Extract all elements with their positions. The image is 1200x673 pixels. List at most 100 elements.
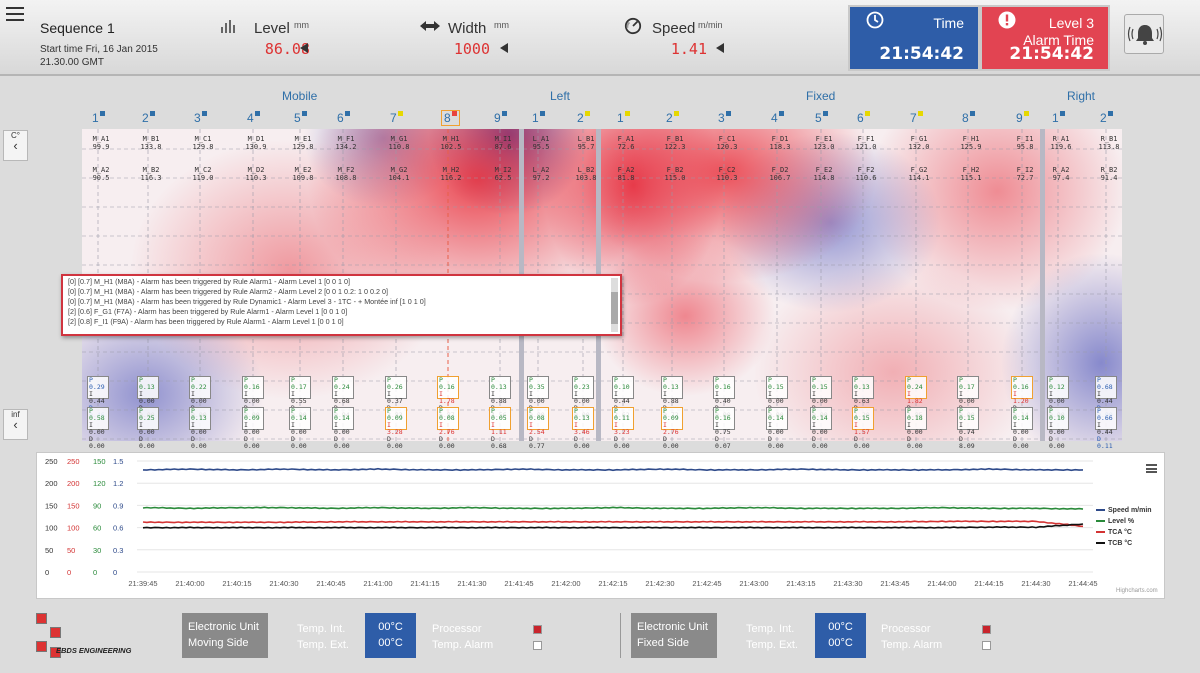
sensor-reading[interactable]: F_H1 125.9 [956, 135, 986, 151]
sensor-reading[interactable]: M_H2 116.2 [436, 166, 466, 182]
legend-item[interactable]: Level % [1096, 516, 1152, 527]
sensor-reading[interactable]: M_I2 62.5 [488, 166, 518, 182]
pid-cell[interactable]: P 0.15 I 0.74 D 8.09 [957, 407, 979, 450]
pid-cell[interactable]: P 0.14 I 0.00 D 0.00 [332, 407, 354, 450]
sensor-reading[interactable]: M_D2 110.3 [241, 166, 271, 182]
sensor-reading[interactable]: M_D1 130.9 [241, 135, 271, 151]
sensor-reading[interactable]: F_H2 115.1 [956, 166, 986, 182]
pid-cell[interactable]: P 0.16I 0.40D 0.00 [713, 376, 735, 419]
pid-cell[interactable]: P 0.13 I 3.46 D 0.00 [572, 407, 594, 450]
column-label[interactable]: 6 [857, 111, 870, 125]
sensor-reading[interactable]: R_A1 119.6 [1046, 135, 1076, 151]
sensor-reading[interactable]: F_G1 132.0 [904, 135, 934, 151]
pid-cell[interactable]: P 0.11 I 3.23 D 0.00 [612, 407, 634, 450]
pid-cell[interactable]: P 0.05 I 1.11 D 0.68 [489, 407, 511, 450]
hamburger-menu-icon[interactable] [6, 7, 24, 21]
column-label[interactable]: 4 [771, 111, 784, 125]
log-entry[interactable]: [2] [0.8] F_I1 (F9A) - Alarm has been tr… [68, 317, 344, 326]
sensor-reading[interactable]: M_F2 108.8 [331, 166, 361, 182]
pid-cell[interactable]: P 0.35I 0.00D 0.00 [527, 376, 549, 419]
sensor-reading[interactable]: F_C2 110.3 [712, 166, 742, 182]
sensor-reading[interactable]: F_D2 106.7 [765, 166, 795, 182]
column-label[interactable]: 3 [194, 111, 207, 125]
sensor-reading[interactable]: F_B2 115.0 [660, 166, 690, 182]
log-entry[interactable]: [2] [0.6] F_G1 (F7A) - Alarm has been tr… [68, 307, 348, 316]
log-entry[interactable]: [0] [0.7] M_H1 (M8A) - Alarm has been tr… [68, 297, 426, 306]
column-label[interactable]: 7 [390, 111, 403, 125]
sensor-reading[interactable]: F_F2 110.6 [851, 166, 881, 182]
sensor-reading[interactable]: F_D1 118.3 [765, 135, 795, 151]
sensor-reading[interactable]: R_B1 113.8 [1094, 135, 1124, 151]
column-label[interactable]: 2 [577, 111, 590, 125]
column-label[interactable]: 9 [494, 111, 507, 125]
alarm-bell-button[interactable] [1124, 14, 1164, 54]
chart-menu-icon[interactable] [1146, 464, 1157, 473]
sensor-reading[interactable]: M_C2 119.0 [188, 166, 218, 182]
sensor-reading[interactable]: M_G2 104.1 [384, 166, 414, 182]
column-label[interactable]: 8 [962, 111, 975, 125]
sensor-reading[interactable]: M_E1 129.8 [288, 135, 318, 151]
temperature-scale-button[interactable]: C° ‹ [3, 130, 28, 161]
sensor-reading[interactable]: M_G1 110.8 [384, 135, 414, 151]
column-label[interactable]: 2 [1100, 111, 1113, 125]
pid-cell[interactable]: P 0.29I 0.44D 0.46 [87, 376, 109, 419]
sensor-reading[interactable]: M_F1 134.2 [331, 135, 361, 151]
legend-item[interactable]: TCA °C [1096, 527, 1152, 538]
sensor-reading[interactable]: F_E2 114.8 [809, 166, 839, 182]
pid-cell[interactable]: P 0.14 I 0.00 D 0.00 [289, 407, 311, 450]
legend-item[interactable]: Speed m/min [1096, 505, 1152, 516]
pid-cell[interactable]: P 0.18 I 0.00 D 0.00 [905, 407, 927, 450]
pid-cell[interactable]: P 0.26I 0.37D 3.83 [385, 376, 407, 419]
column-label[interactable]: 5 [294, 111, 307, 125]
pid-cell[interactable]: P 0.13I 0.63D 1.20 [852, 376, 874, 419]
pid-cell[interactable]: P 0.25 I 0.00 D 0.00 [137, 407, 159, 450]
pid-cell[interactable]: P 0.15 I 1.57 D 0.00 [852, 407, 874, 450]
pid-cell[interactable]: P 0.24I 0.68D 0.94 [332, 376, 354, 419]
sensor-reading[interactable]: F_A2 81.8 [611, 166, 641, 182]
sensor-reading[interactable]: R_A2 97.4 [1046, 166, 1076, 182]
pid-cell[interactable]: P 0.08 I 2.54 D 0.77 [527, 407, 549, 450]
pid-cell[interactable]: P 0.58 I 0.00 D 0.00 [87, 407, 109, 450]
sensor-reading[interactable]: M_E2 109.8 [288, 166, 318, 182]
sensor-reading[interactable]: R_B2 91.4 [1094, 166, 1124, 182]
log-entry[interactable]: [0] [0.7] M_H1 (M8A) - Alarm has been tr… [68, 277, 351, 286]
column-label[interactable]: 2 [142, 111, 155, 125]
pid-cell[interactable]: P 0.24I 1.82D 1.85 [905, 376, 927, 419]
column-label[interactable]: 1 [532, 111, 545, 125]
inf-button[interactable]: inf ‹ [3, 409, 28, 440]
log-scrollbar[interactable] [611, 278, 618, 332]
column-label[interactable]: 5 [815, 111, 828, 125]
sensor-reading[interactable]: F_A1 72.6 [611, 135, 641, 151]
log-entry[interactable]: [0] [0.7] M_H1 (M8A) - Alarm has been tr… [68, 287, 388, 296]
pid-cell[interactable]: P 0.14 I 0.00 D 0.00 [1011, 407, 1033, 450]
column-label[interactable]: 6 [337, 111, 350, 125]
pid-cell[interactable]: P 0.66 I 0.44 D 0.11 [1095, 407, 1117, 450]
sensor-reading[interactable]: M_B2 116.3 [136, 166, 166, 182]
sensor-reading[interactable]: F_F1 121.0 [851, 135, 881, 151]
pid-cell[interactable]: P 0.17I 0.55D 0.00 [289, 376, 311, 419]
sensor-reading[interactable]: M_I1 87.6 [488, 135, 518, 151]
sensor-reading[interactable]: L_B1 95.7 [571, 135, 601, 151]
alarm-log-panel[interactable]: [0] [0.7] M_H1 (M8A) - Alarm has been tr… [61, 274, 622, 336]
pid-cell[interactable]: P 0.15I 0.00D 0.00 [810, 376, 832, 419]
pid-cell[interactable]: P 0.10 I 0.00 D 0.00 [1047, 407, 1069, 450]
pid-cell[interactable]: P 0.16I 1.78D 6.87 [437, 376, 459, 419]
pid-cell[interactable]: P 0.68I 0.44D 0.00 [1095, 376, 1117, 419]
sensor-reading[interactable]: M_C1 129.8 [188, 135, 218, 151]
pid-cell[interactable]: P 0.14 I 0.00 D 0.00 [810, 407, 832, 450]
pid-cell[interactable]: P 0.09 I 0.00 D 0.00 [242, 407, 264, 450]
pid-cell[interactable]: P 0.22I 0.00D 0.00 [189, 376, 211, 419]
sensor-reading[interactable]: M_B1 133.8 [136, 135, 166, 151]
pid-cell[interactable]: P 0.10I 0.44D 2.62 [612, 376, 634, 419]
pid-cell[interactable]: P 0.13I 0.00D 0.00 [137, 376, 159, 419]
column-label[interactable]: 1 [617, 111, 630, 125]
sensor-reading[interactable]: M_A1 99.9 [86, 135, 116, 151]
sensor-reading[interactable]: M_H1 102.5 [436, 135, 466, 151]
pid-cell[interactable]: P 0.16I 1.20D 0.14 [1011, 376, 1033, 419]
pid-cell[interactable]: P 0.23I 0.00D 0.00 [572, 376, 594, 419]
sensor-reading[interactable]: L_A2 97.2 [526, 166, 556, 182]
sensor-reading[interactable]: F_G2 114.1 [904, 166, 934, 182]
pid-cell[interactable]: P 0.13I 0.88D 4.56 [489, 376, 511, 419]
sensor-reading[interactable]: F_I2 72.7 [1010, 166, 1040, 182]
